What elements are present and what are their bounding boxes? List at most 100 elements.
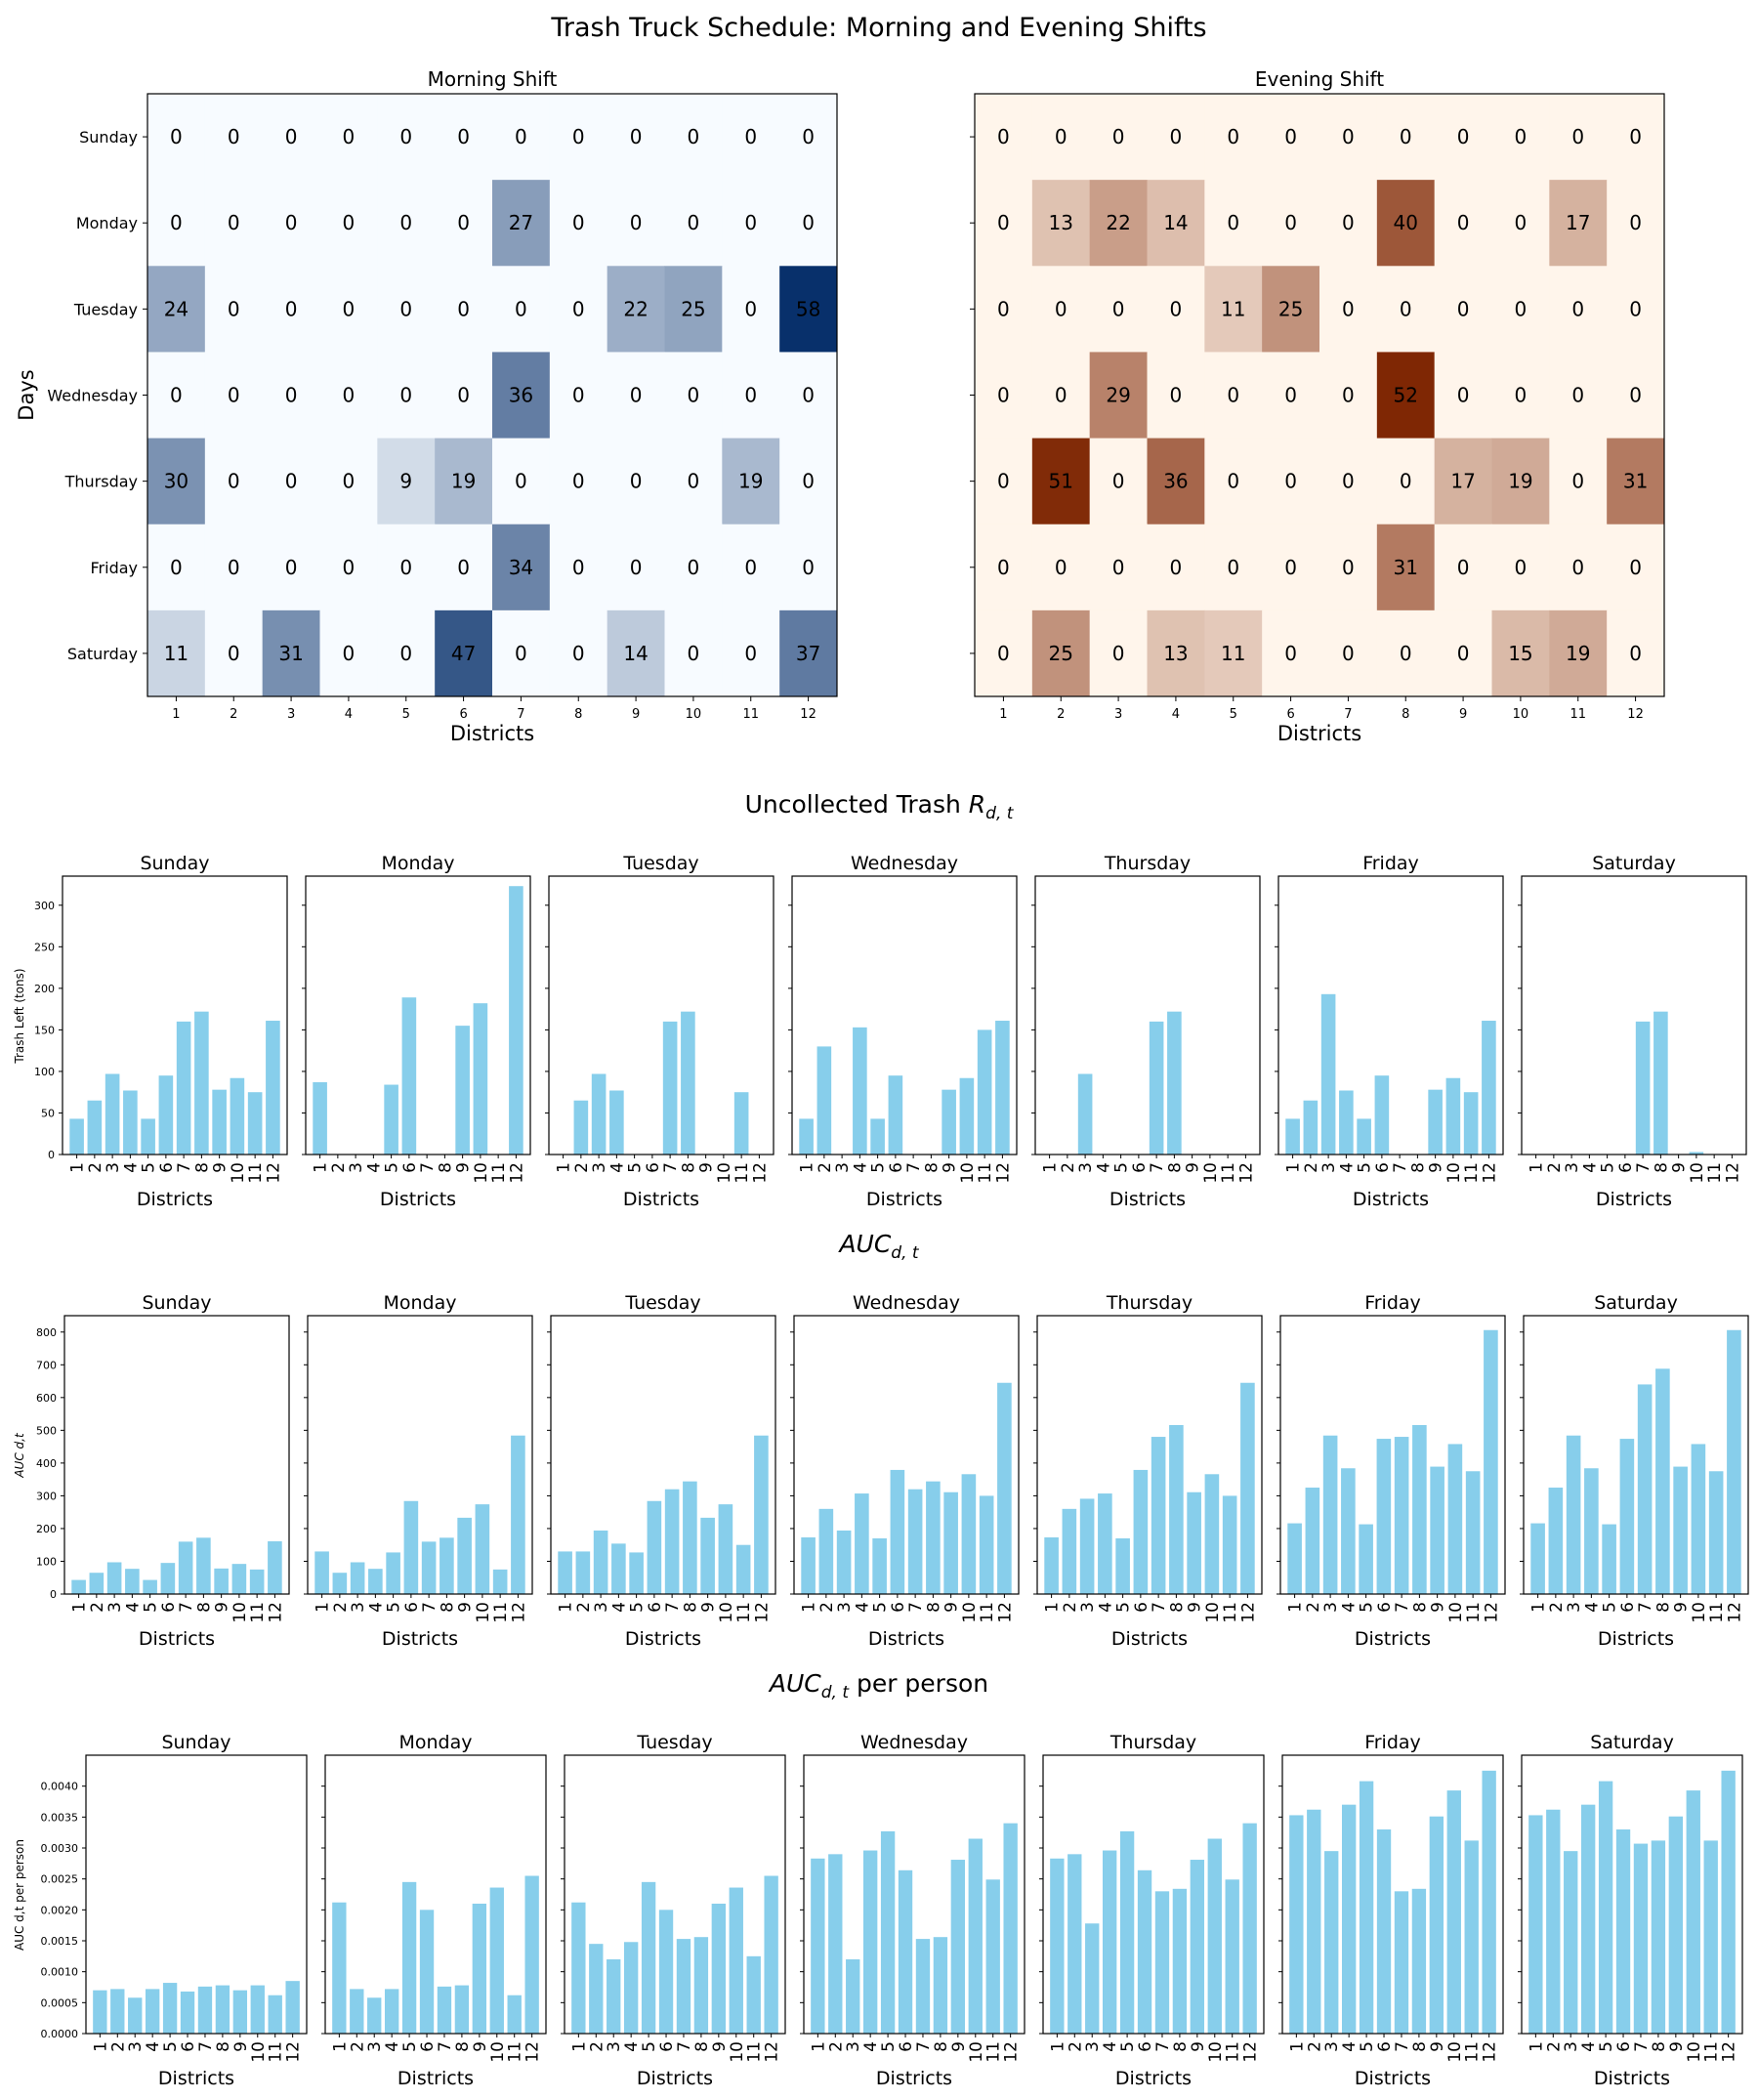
heatmap-cell bbox=[975, 266, 1033, 353]
y-tick-label: Saturday bbox=[67, 645, 138, 663]
bar bbox=[1044, 1536, 1059, 1594]
heatmap-cell-label: 0 bbox=[343, 556, 356, 579]
x-tick-label: 10 bbox=[715, 1162, 734, 1184]
heatmap-cell-label: 36 bbox=[509, 384, 533, 407]
y-tick-label: 200 bbox=[36, 1523, 57, 1535]
bar bbox=[1619, 1439, 1635, 1594]
x-tick-label: 3 bbox=[833, 1162, 853, 1173]
bar bbox=[1464, 1840, 1479, 2034]
bar bbox=[1341, 1468, 1356, 1594]
x-tick-label: 1 bbox=[800, 1602, 819, 1613]
heatmap-cell bbox=[779, 609, 838, 697]
panel-title: Sunday bbox=[142, 1292, 211, 1314]
x-tick-label: 9 bbox=[1429, 1602, 1448, 1613]
x-tick-label: 2 bbox=[329, 1162, 349, 1173]
heatmap-cell-label: 0 bbox=[997, 642, 1010, 665]
x-tick-label: 3 bbox=[1565, 1602, 1584, 1613]
bar bbox=[1289, 1815, 1304, 2034]
bar bbox=[1167, 1011, 1182, 1155]
x-tick-label: 5 bbox=[383, 1162, 402, 1173]
heatmap-cell bbox=[319, 524, 378, 611]
heatmap-cell-label: 0 bbox=[572, 642, 585, 665]
bar bbox=[1686, 1790, 1700, 2034]
bar bbox=[472, 1904, 487, 2034]
heatmap-cell-label: 0 bbox=[744, 384, 757, 407]
x-tick-label: 2 bbox=[108, 2041, 128, 2052]
heatmap-cell-label: 0 bbox=[399, 211, 412, 234]
bar bbox=[313, 1081, 327, 1155]
bar bbox=[995, 1021, 1010, 1155]
heatmap-cell bbox=[1204, 180, 1263, 267]
heatmap-cell-label: 0 bbox=[1457, 642, 1470, 665]
x-axis-label: Districts bbox=[1115, 2068, 1192, 2089]
heatmap-cell bbox=[975, 94, 1033, 181]
x-tick-label: 10 bbox=[474, 1602, 493, 1623]
x-tick-label: 4 bbox=[851, 1162, 870, 1173]
heatmap-cell-label: 0 bbox=[1055, 384, 1067, 407]
panel-frame bbox=[550, 1315, 776, 1595]
panel-frame bbox=[63, 1315, 290, 1595]
heatmap-cell bbox=[1607, 609, 1665, 697]
bar bbox=[247, 1092, 263, 1155]
heatmap-cell-label: 14 bbox=[623, 642, 648, 665]
x-axis-label: Districts bbox=[1596, 1189, 1672, 1210]
heatmap-cell bbox=[1204, 438, 1263, 525]
x-tick-label: 1 bbox=[809, 2041, 828, 2052]
heatmap-cell-label: 0 bbox=[343, 384, 356, 407]
bar bbox=[968, 1838, 983, 2034]
x-tick-label: 4 bbox=[383, 2041, 402, 2052]
heatmap-cell bbox=[262, 524, 320, 611]
x-tick-label: 6 bbox=[157, 1162, 177, 1173]
x-tick-label: 4 bbox=[1172, 707, 1180, 722]
x-tick-label: 10 bbox=[1446, 1602, 1466, 1623]
bar bbox=[1307, 1809, 1321, 2034]
heatmap-cell-label: 0 bbox=[1400, 125, 1412, 148]
x-axis-label: Districts bbox=[1111, 1628, 1188, 1650]
bar bbox=[1651, 1840, 1666, 2034]
heatmap-cell-label: 0 bbox=[399, 384, 412, 407]
x-tick-label: 11 bbox=[742, 707, 759, 722]
bar bbox=[401, 1881, 417, 2034]
heatmap-cell-label: 19 bbox=[451, 470, 476, 493]
bar bbox=[623, 1942, 639, 2034]
x-tick-label: 11 bbox=[1705, 1162, 1725, 1184]
x-tick-label: 12 bbox=[752, 1602, 772, 1623]
bar bbox=[662, 1021, 678, 1155]
heatmap-cell-label: 0 bbox=[1515, 297, 1528, 320]
heatmap-cell-label: 0 bbox=[228, 556, 240, 579]
y-axis-label: Trash Left (tons) bbox=[13, 968, 26, 1064]
x-tick-label: 8 bbox=[436, 1162, 455, 1173]
bar bbox=[1637, 1384, 1653, 1594]
x-tick-label: 3 bbox=[1114, 707, 1122, 722]
x-tick-label: 2 bbox=[86, 1162, 105, 1173]
heatmap-cell-label: 0 bbox=[457, 556, 470, 579]
x-tick-label: 6 bbox=[646, 1602, 665, 1613]
heatmap-cell bbox=[1376, 352, 1436, 440]
x-tick-label: 10 bbox=[1444, 1162, 1464, 1184]
heatmap-cell-label: 0 bbox=[1515, 556, 1528, 579]
bar bbox=[106, 1562, 122, 1594]
panel-frame bbox=[1279, 1315, 1506, 1595]
x-tick-label: 9 bbox=[949, 2041, 969, 2052]
x-tick-label: 2 bbox=[331, 1602, 351, 1613]
x-tick-label: 7 bbox=[1148, 1162, 1167, 1173]
bar bbox=[1447, 1444, 1463, 1594]
x-tick-label: 6 bbox=[1136, 2041, 1155, 2052]
heatmap-cell bbox=[1376, 94, 1436, 181]
bar bbox=[1222, 1495, 1237, 1594]
x-tick-label: 11 bbox=[745, 2041, 765, 2063]
y-tick-label: 200 bbox=[34, 983, 55, 995]
bar bbox=[898, 1869, 913, 2034]
bar bbox=[197, 1986, 213, 2034]
heatmap-cell bbox=[1089, 94, 1148, 181]
x-tick-label: 6 bbox=[1373, 1162, 1393, 1173]
bar bbox=[959, 1077, 975, 1155]
bar bbox=[1050, 1858, 1065, 2034]
heatmap-cell-label: 0 bbox=[1227, 211, 1239, 234]
x-axis-label: Districts bbox=[1353, 1189, 1429, 1210]
x-tick-label: 11 bbox=[1219, 1162, 1238, 1184]
heatmap-cell-label: 0 bbox=[802, 211, 815, 234]
heatmap-cell bbox=[492, 352, 551, 440]
heatmap-cell bbox=[262, 94, 320, 181]
